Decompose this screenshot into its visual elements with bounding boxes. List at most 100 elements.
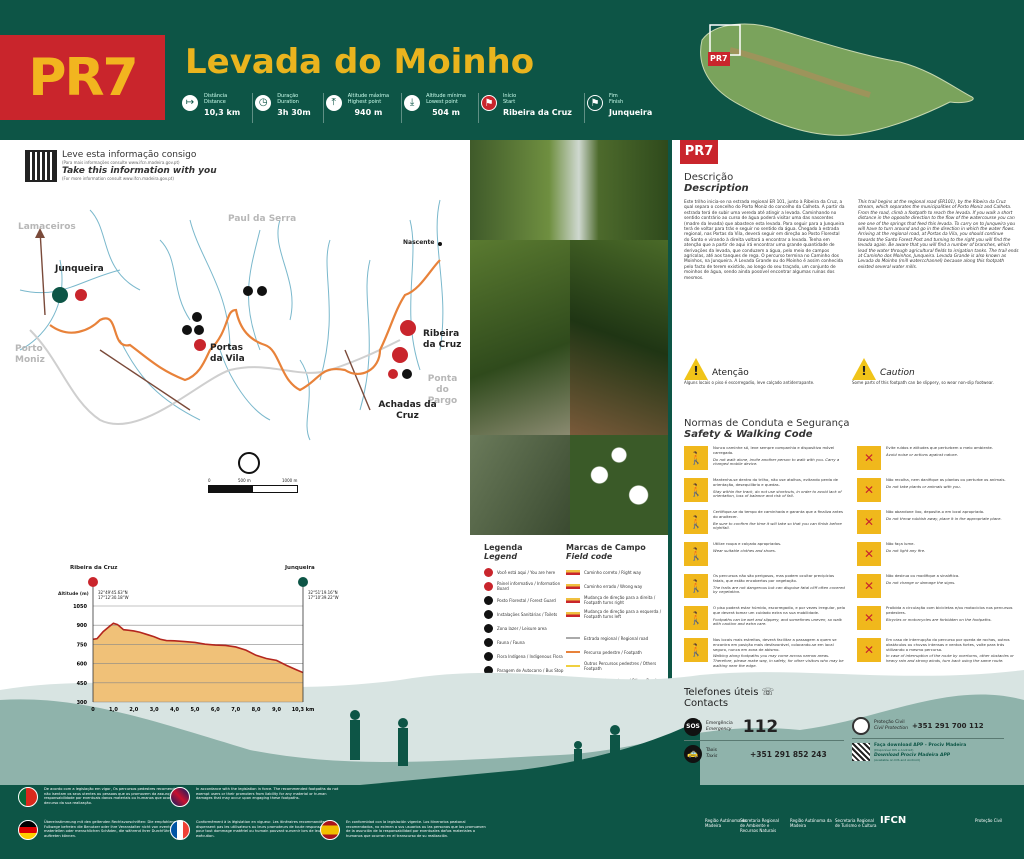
- x-tick-label: 9,0: [272, 707, 281, 713]
- stat-label-pt: Distância: [204, 93, 228, 99]
- taxi-label-pt: Táxis: [706, 748, 718, 753]
- safety-rule-en: Wear suitable clothes and shoes.: [713, 547, 776, 553]
- caution-text-pt: Alguns locais o piso é escorregadio, lev…: [684, 380, 815, 385]
- x-tick-label: 1,0: [109, 707, 118, 713]
- stat-label-en: Start: [502, 99, 516, 105]
- field-code-item: Caminho correto / Right way: [566, 565, 666, 579]
- map-label-achadas-da-cruz: Achadas da Cruz: [378, 400, 437, 421]
- emergency-number[interactable]: 112: [742, 717, 779, 737]
- legend-item-label: Posto Florestal / Forest Guard: [497, 597, 556, 603]
- stat-label-en: Lowest point: [426, 99, 458, 105]
- wrong-way-mark-icon: [566, 583, 580, 589]
- page-title: Levada do Moinho: [185, 42, 535, 82]
- field-code-item: Caminho errado / Wrong way: [566, 579, 666, 593]
- stat-label-en: Finish: [608, 99, 624, 105]
- safety-rule-en: Do not change or damage the signs.: [886, 579, 956, 585]
- clock-icon: ◷: [255, 95, 272, 111]
- y-tick-label: 600: [77, 662, 88, 668]
- safety-rule-pt: Os percursos não são perigosos, mas pode…: [713, 573, 835, 583]
- safety-rule: 🚶 O piso poderá estar húmido, escorregadi…: [684, 605, 847, 634]
- legend-item: Flora Indígena / Indigenous Flora: [484, 649, 564, 663]
- map-label-ribeira-da-cruz: Ribeira da Cruz: [423, 329, 462, 350]
- toilets-icon: [484, 609, 493, 619]
- field-code-label: Caminho errado / Wrong way: [584, 583, 643, 589]
- bus-stop-icon: [402, 369, 412, 379]
- civil-label-en: Civil Protection: [874, 726, 908, 731]
- civil-number[interactable]: +351 291 700 112: [911, 722, 984, 730]
- highest-point-icon: ⤒: [325, 95, 342, 111]
- regional-roads: [29, 329, 401, 426]
- contacts-title-pt: Telefones úteis: [684, 687, 759, 698]
- safety-rule-pt: Nunca caminhe só, leve sempre companhia …: [713, 445, 835, 455]
- finish-flag-icon: ⚑: [586, 95, 603, 111]
- safety-rule-pt: Mantenha-se dentro do trilho, não use at…: [713, 477, 838, 487]
- safety-rule-pt: Evite ruídos e atitudes que perturbem o …: [886, 445, 994, 450]
- slippery-icon: 🚶: [684, 606, 708, 630]
- safety-rule-pt: O piso poderá estar húmido, escorregadio…: [713, 605, 846, 615]
- stat-finish-flag: ⚑ Fim Finish Junqueira: [585, 93, 664, 123]
- scale-label-0: 0: [208, 478, 211, 483]
- start-flag-icon: ⚑: [480, 95, 497, 111]
- safety-rule: ✕ Não abandone lixo, deposite-o em local …: [857, 509, 1020, 538]
- emergency-label-en: Emergency: [706, 727, 732, 732]
- legal-notice-spain: En conformidad con la legislación vigent…: [320, 820, 490, 840]
- app-qr-code[interactable]: [852, 743, 870, 761]
- safety-rule-en: Footpaths can be wet and slippery, and s…: [713, 616, 842, 627]
- app-label-en-small: (Available on IOS and Android): [874, 758, 920, 762]
- legend-title: Legenda Legend: [484, 543, 564, 561]
- flora-icon: [243, 286, 253, 296]
- qr-code[interactable]: [25, 150, 57, 182]
- distance-icon: ↦: [182, 95, 198, 111]
- legend-item-label: Fauna / Fauna: [497, 639, 525, 645]
- trail-map: [19, 199, 444, 441]
- safety-rule: 🚶 Nos locais mais estreitos, deverá facil…: [684, 637, 847, 669]
- safety-rule-en: Do not light any fire.: [886, 547, 926, 553]
- safety-rule-en: In case of interruption of the route by …: [886, 653, 1014, 664]
- stat-label-en: Highest point: [347, 99, 382, 105]
- sponsor-logo: IFCN: [880, 815, 907, 826]
- safety-rule-en: The trails are not dangerous but can dis…: [713, 584, 845, 595]
- safety-rule: 🚶 Certifique-se do tempo de caminhada e g…: [684, 509, 847, 538]
- flora-icon: [484, 651, 493, 661]
- turn-back-icon: ✕: [857, 638, 881, 662]
- map-label-porto-moniz: Porto Moniz: [15, 344, 45, 365]
- legend-item-label: Você está aqui / You are here: [497, 569, 556, 575]
- safety-rule: ✕ Não recolha, nem danifique as plantas o…: [857, 477, 1020, 506]
- caution-text-en: Some parts of this footpath can be slipp…: [852, 380, 994, 385]
- x-tick-label: 7,0: [231, 707, 240, 713]
- description-text-pt: Este trilho inicia-se na estrada regiona…: [684, 200, 845, 281]
- direction-arrow-icon: [35, 228, 45, 238]
- start-flag-icon: [88, 577, 98, 587]
- x-tick-label: 10,3 km: [292, 707, 315, 713]
- stat-value: Junqueira: [608, 108, 653, 117]
- description-section: Descrição Description Este trilho inicia-…: [684, 172, 1020, 281]
- route-stats: ↦ Distância Distance 10,3 km ◷ Duração Duratio…: [180, 93, 664, 123]
- safety-rule: 🚶 Utilize roupa e calçado apropriados. Wea…: [684, 541, 847, 570]
- stat-label-pt: Início: [502, 93, 517, 99]
- y-axis-label: Altitude (m): [58, 592, 89, 597]
- taxi-number[interactable]: +351 291 852 243: [750, 749, 827, 759]
- legal-notice-text: In accordance with the legislation in fo…: [196, 787, 339, 800]
- scale-label-1000: 1000 m: [282, 478, 298, 483]
- stat-label-en: Duration: [277, 99, 299, 105]
- field-code-title-pt: Marcas de Campo: [566, 543, 646, 552]
- line-swatch: [566, 651, 580, 653]
- safety-title-en: Safety & Walking Code: [684, 429, 813, 440]
- stat-value: Ribeira da Cruz: [502, 108, 572, 117]
- info-board-icon: [75, 289, 87, 301]
- photo-waterfall: [470, 140, 668, 240]
- panel-divider: [668, 140, 672, 859]
- x-tick-label: 3,0: [150, 707, 159, 713]
- legend-item-label: Flora Indígena / Indigenous Flora: [497, 653, 563, 659]
- x-tick-label: 6,0: [211, 707, 220, 713]
- y-tick-label: 300: [77, 700, 88, 706]
- photo-daisies: [570, 435, 668, 535]
- stat-clock: ◷ Duração Duration 3h 30m: [253, 93, 324, 123]
- safety-rule: 🚶 Os percursos não são perigosos, mas pod…: [684, 573, 847, 602]
- no-noise-icon: ✕: [857, 446, 881, 470]
- take-info-block: Leve esta informação consigo (Para mais …: [62, 150, 217, 181]
- stat-label-pt: Altitude mínima: [426, 93, 466, 99]
- warning-icon: !: [852, 358, 876, 380]
- legend-item: Painel informativo / Information Board: [484, 579, 564, 593]
- profile-line: [92, 622, 304, 674]
